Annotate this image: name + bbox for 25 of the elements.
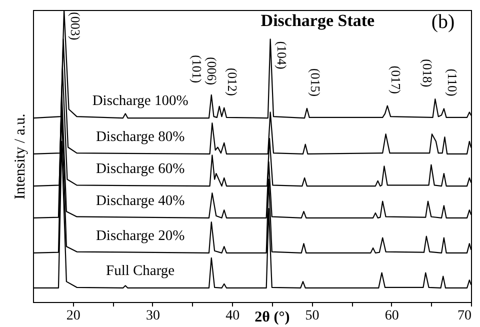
annotation: (110) — [444, 68, 460, 96]
x-tick-label: 40 — [226, 308, 240, 324]
series-label: Discharge 80% — [96, 129, 185, 146]
x-tick-label: 50 — [305, 308, 320, 324]
annotation: (012) — [225, 68, 240, 96]
annotation: (017) — [388, 66, 404, 94]
series-label: Discharge 40% — [96, 192, 185, 209]
series-label: Discharge 60% — [96, 161, 185, 178]
annotation: (006) — [204, 56, 220, 86]
annotation: (101) — [189, 54, 204, 84]
x-tick-label: 20 — [66, 308, 80, 324]
y-axis-title: Intensity / a.u. — [12, 114, 28, 200]
annotation: (015) — [308, 68, 323, 97]
series-label: Discharge 100% — [92, 93, 188, 110]
annotation: (104) — [274, 41, 290, 70]
series-label: Discharge 20% — [96, 228, 185, 244]
annotation: (003) — [68, 12, 84, 40]
x-tick-label: 30 — [146, 308, 160, 324]
series-label: Full Charge — [106, 263, 175, 280]
chart-title: Discharge State — [260, 11, 376, 30]
annotation: (b) — [431, 11, 455, 33]
x-axis-title: 2θ (°) — [254, 310, 290, 326]
annotation: (018) — [420, 59, 436, 88]
x-tick-label: 60 — [384, 308, 399, 324]
x-tick-label: 70 — [458, 308, 472, 324]
